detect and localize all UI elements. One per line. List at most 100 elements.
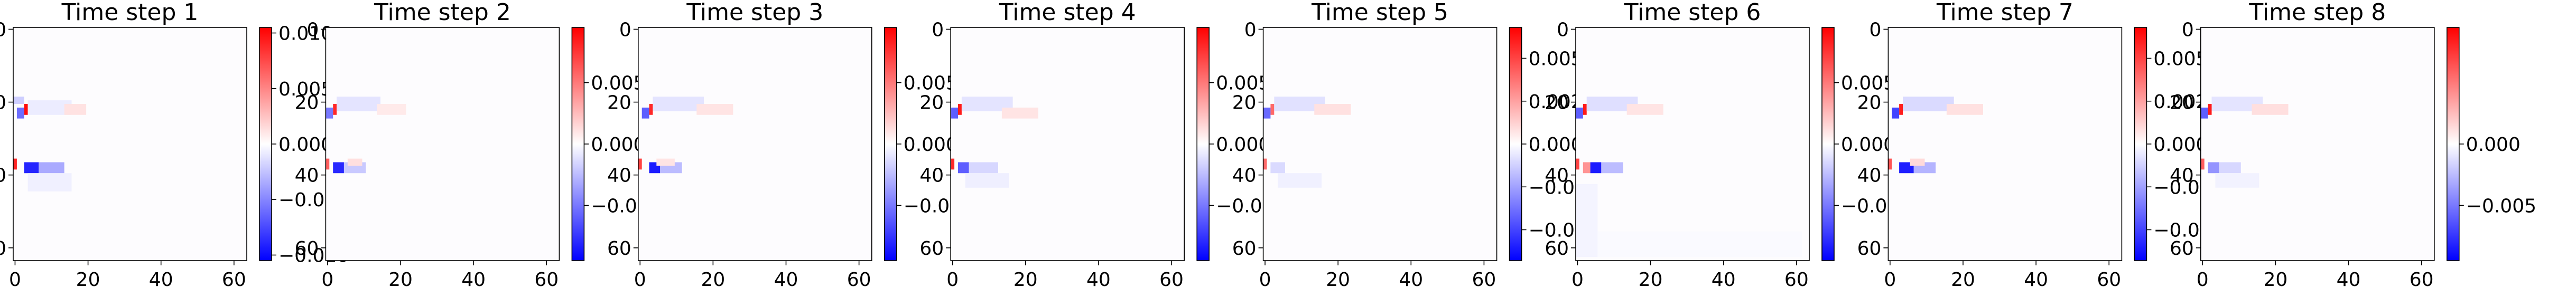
panel-4: Time step 40 20 40 6002040600.0050.000−0.00…: [919, 0, 1286, 291]
x-tick-label: 0: [946, 269, 959, 291]
x-tick-label: 40: [461, 269, 486, 291]
heatmap-background: [2200, 27, 2434, 261]
panel-5: Time step 50 20 40 6002040600.00500.00250.0…: [1232, 0, 1611, 291]
heatmap-cell: [1626, 104, 1663, 115]
heatmap-cell: [958, 104, 962, 115]
axes-frame: [1887, 27, 2123, 261]
y-tick-label: 20: [2170, 92, 2194, 114]
heatmap-background: [638, 27, 872, 261]
heatmap-cell: [1263, 158, 1267, 170]
x-tick-label: 40: [774, 269, 798, 291]
y-tick-label: 60: [295, 238, 319, 260]
y-tick-label: 60: [607, 238, 631, 260]
panel-2: Time step 20 20 40 6002040600.0050.000−0.00…: [295, 0, 662, 291]
heatmap-cell: [347, 158, 362, 166]
axes-frame: [638, 27, 872, 261]
panel-title: Time step 8: [2248, 0, 2386, 26]
heatmap-cell: [1576, 107, 1583, 119]
x-tick-label: 40: [149, 269, 173, 291]
heatmap-cell: [2200, 158, 2205, 170]
heatmap-cell: [2200, 107, 2208, 119]
axes-frame: [1262, 27, 1498, 261]
colorbar-tick-label: −0.005: [2466, 195, 2536, 217]
x-tick-label: 0: [2197, 269, 2209, 291]
x-tick-label: 20: [1639, 269, 1663, 291]
y-tick-label: 0: [1557, 19, 1569, 41]
y-tick-label: 0: [2182, 19, 2194, 41]
heatmap-cell: [1601, 162, 1623, 174]
heatmap-background: [1576, 27, 1809, 261]
heatmap-cell: [326, 107, 333, 119]
heatmap-cell: [2219, 162, 2241, 174]
heatmap-cell: [1278, 173, 1322, 188]
colorbar-tick-label: 0.000: [904, 134, 958, 156]
colorbar-tick-label: 0.000: [2466, 134, 2521, 156]
heatmap-cell: [333, 104, 337, 115]
heatmap-cell: [2208, 104, 2212, 115]
colorbar: [884, 27, 897, 261]
x-tick-label: 20: [1013, 269, 1038, 291]
heatmap-cell: [649, 104, 653, 115]
y-tick-label: 60: [1232, 238, 1257, 260]
heatmap-cell: [24, 104, 28, 115]
x-tick-label: 60: [1472, 269, 1496, 291]
panel-title: Time step 2: [374, 0, 511, 26]
x-tick-label: 40: [1086, 269, 1111, 291]
x-tick-label: 0: [634, 269, 646, 291]
heatmap-cell: [24, 162, 39, 174]
heatmap-cell: [638, 158, 642, 170]
y-tick-label: 40: [295, 165, 319, 187]
heatmap-cell: [653, 97, 704, 111]
heatmap-background: [326, 27, 560, 261]
x-tick-label: 0: [1884, 269, 1896, 291]
axes-frame: [325, 27, 560, 261]
heatmap-cell: [951, 158, 955, 170]
x-tick-label: 60: [1784, 269, 1809, 291]
colorbar-tick-label: 0.005: [904, 73, 958, 94]
x-tick-label: 40: [1712, 269, 1736, 291]
x-tick-label: 0: [1259, 269, 1271, 291]
heatmap-cell: [656, 158, 675, 166]
heatmap-cell: [1583, 162, 1591, 174]
panel-title: Time step 1: [61, 0, 199, 26]
panel-7: Time step 70 20 40 6002040600.00500.00250.0…: [1857, 0, 2236, 291]
panel-title: Time step 5: [1311, 0, 1448, 26]
panel-1: Time step 1020406002040600.0100.0050.000…: [0, 0, 349, 291]
y-tick-label: 20: [919, 92, 944, 114]
heatmap-cell: [1903, 97, 1954, 111]
heatmap-background: [1888, 27, 2122, 261]
colorbar-tick-label: 0.000: [278, 134, 333, 156]
x-tick-label: 0: [9, 269, 21, 291]
colorbar-tick-label: 0.000: [1841, 134, 1895, 156]
heatmap-cell: [1597, 231, 1802, 257]
x-tick-label: 40: [1399, 269, 1423, 291]
heatmap-cell: [1576, 158, 1579, 170]
colorbar-tick-label: 0.000: [591, 134, 645, 156]
x-tick-label: 20: [2263, 269, 2287, 291]
heatmap-cell: [1888, 158, 1892, 170]
y-tick-label: 20: [0, 92, 6, 114]
heatmap-cell: [2252, 104, 2289, 115]
colorbar-tick-label: 0.005: [278, 79, 333, 100]
heatmap-cell: [39, 162, 64, 174]
y-tick-label: 0: [619, 19, 631, 41]
y-tick-label: 0: [0, 19, 6, 41]
heatmap-cell: [641, 107, 649, 119]
heatmap-background: [13, 27, 247, 261]
colorbar-tick-label: 0.005: [1216, 73, 1270, 94]
heatmap-cell: [333, 162, 344, 174]
axes-frame: [950, 27, 1185, 261]
y-tick-label: 40: [1232, 165, 1257, 187]
colorbar: [2447, 27, 2459, 261]
x-tick-label: 40: [2024, 269, 2048, 291]
panel-title: Time step 7: [1936, 0, 2073, 26]
heatmap-cell: [13, 158, 17, 170]
colorbar: [1822, 27, 1834, 261]
y-tick-label: 20: [1857, 92, 1882, 114]
colorbar: [259, 27, 272, 261]
heatmap-cell: [1001, 107, 1038, 119]
y-tick-label: 0: [1869, 19, 1881, 41]
heatmap-cell: [965, 173, 1009, 188]
